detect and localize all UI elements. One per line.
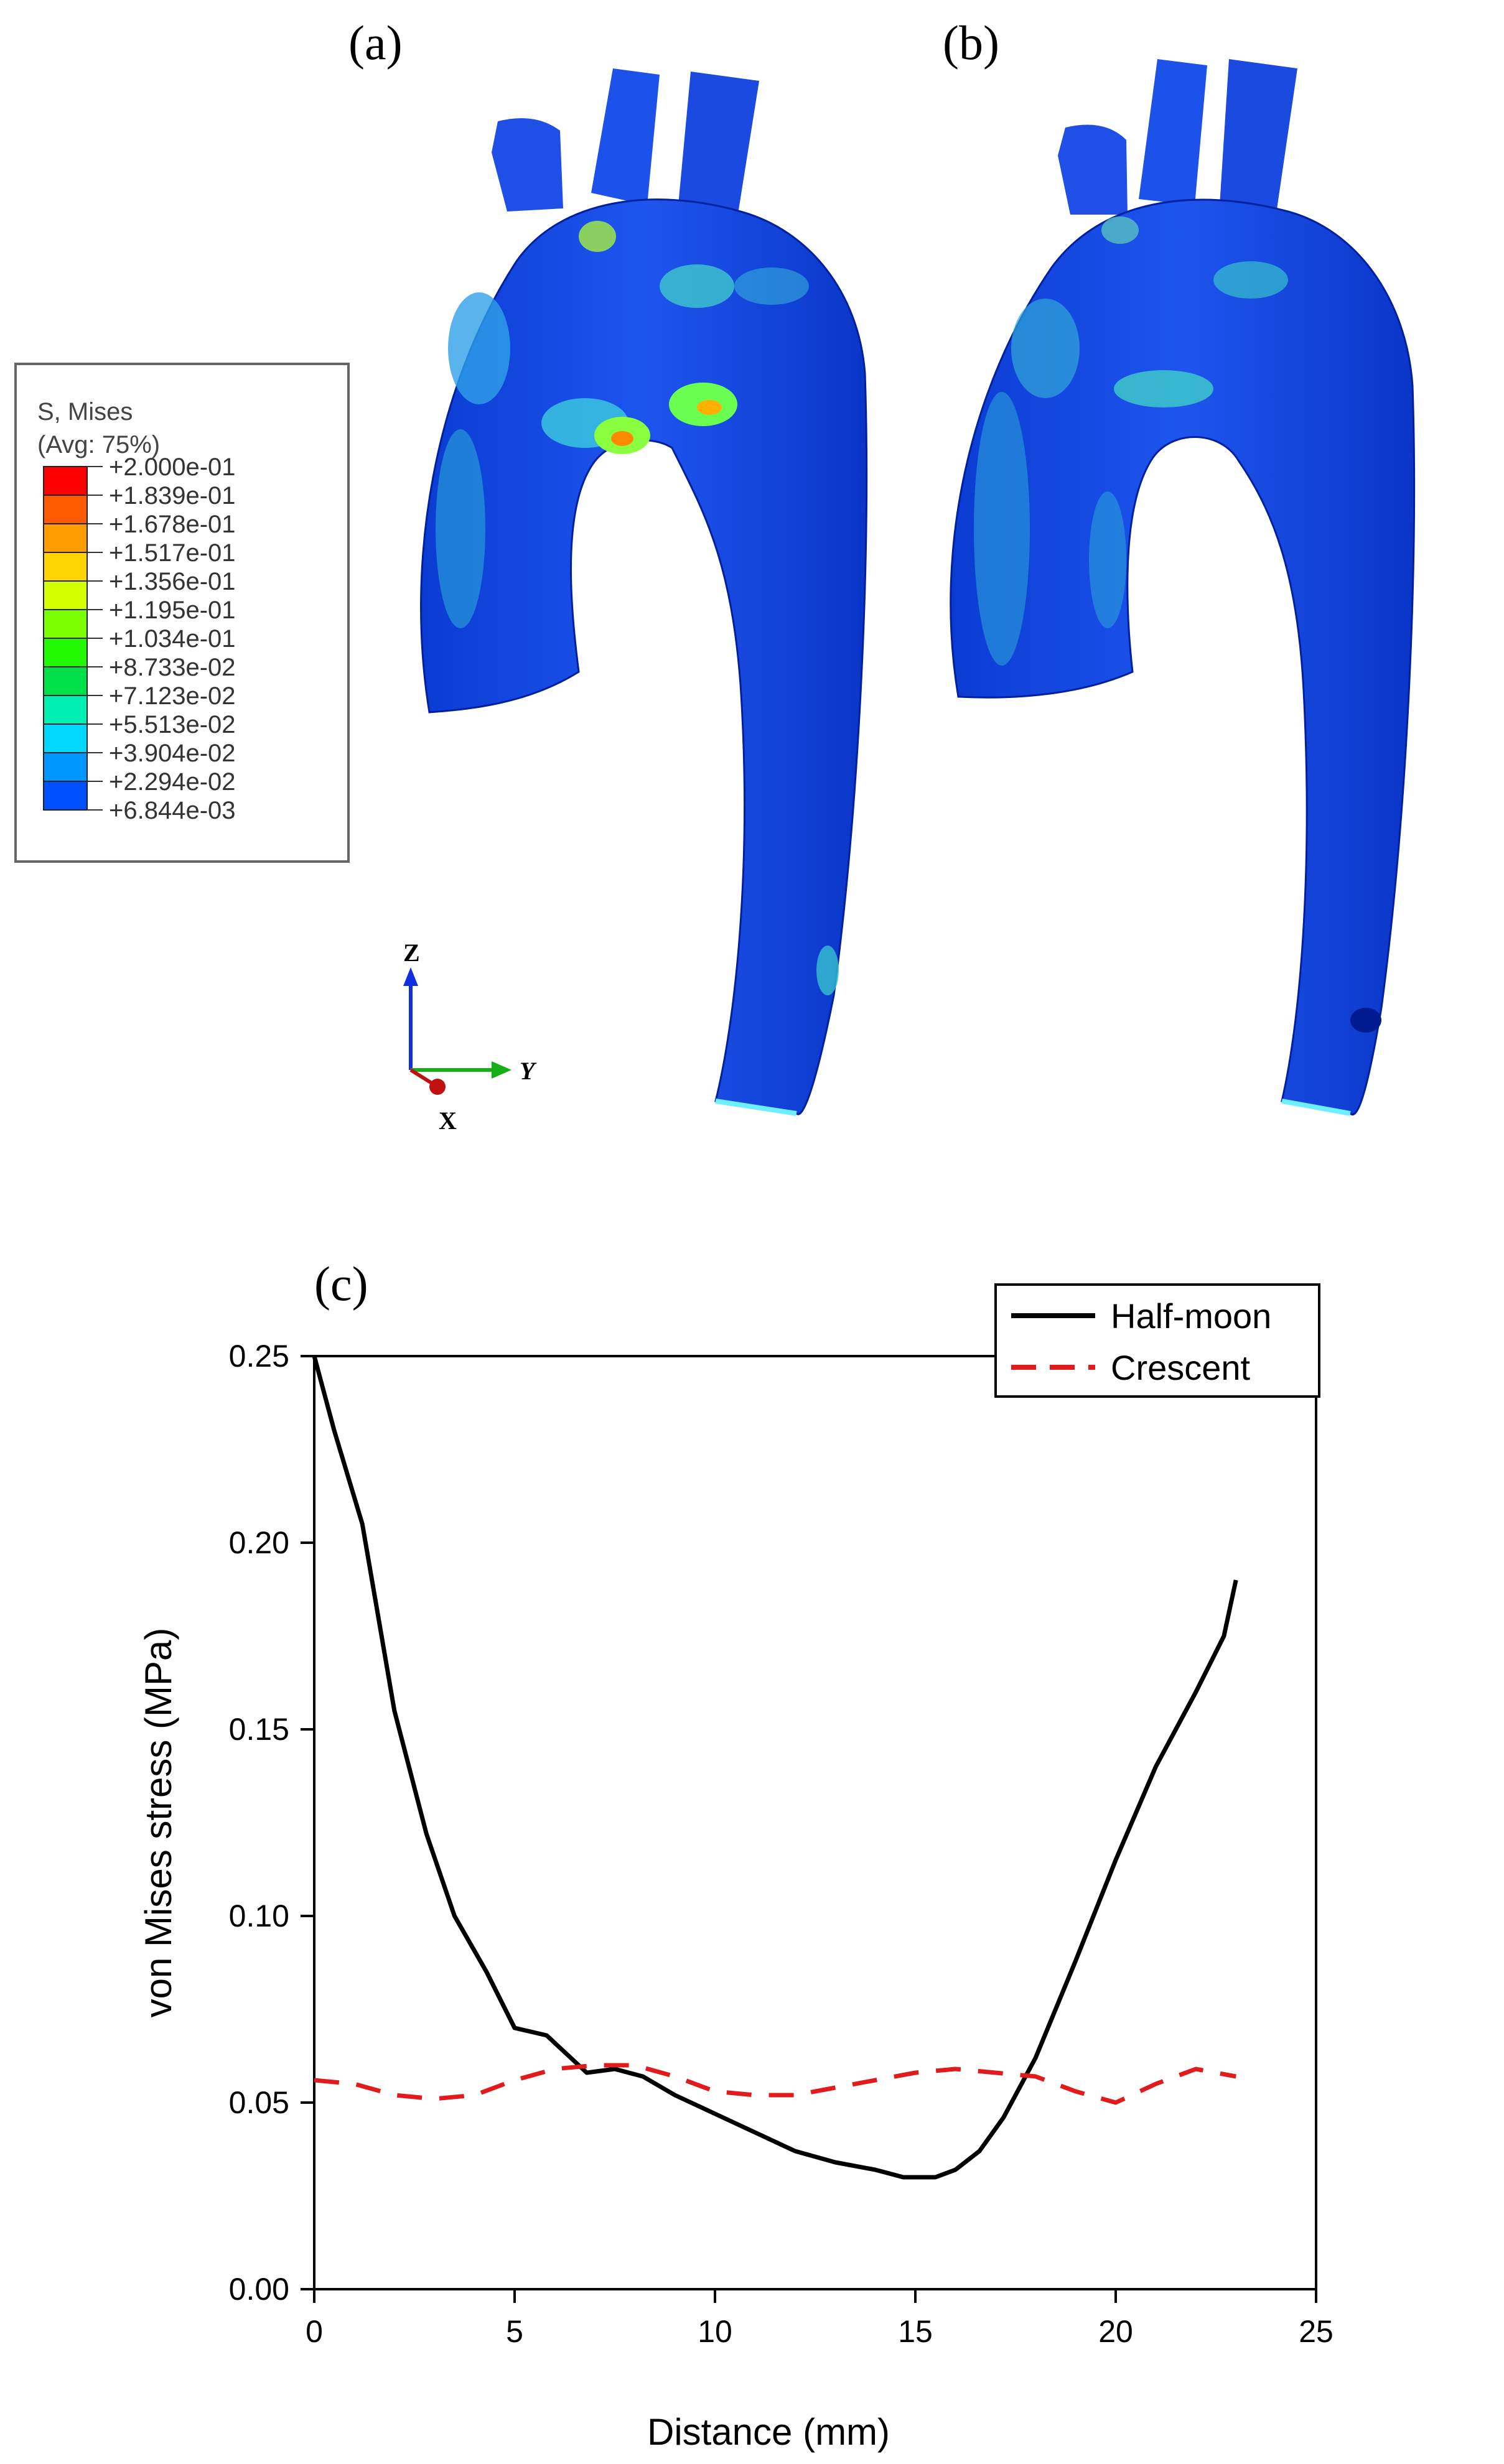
y-tick-label: 0.05: [229, 2085, 289, 2120]
panel-b-label: (b): [943, 16, 999, 70]
panel-c: (c) 0 5 10 15 20 25 0.00 0.05 0.10 0.15 0.20 0.25 …: [138, 1257, 1334, 2453]
panel-a: (a) S, Mises (Avg: 75%): [14, 16, 868, 1135]
legend-subtitle: (Avg: 75%): [37, 431, 160, 458]
legend-band: [43, 495, 88, 524]
y-tick-label: 0.20: [229, 1525, 289, 1560]
chart-legend: Half-moon Crescent: [994, 1283, 1320, 1398]
legend-level-label: +1.034e-01: [109, 625, 236, 653]
legend-level-label: +1.517e-01: [109, 539, 236, 567]
legend-band: [43, 523, 88, 553]
legend-band: [43, 723, 88, 753]
legend-level-label: +1.195e-01: [109, 597, 236, 624]
legend-level-label: +8.733e-02: [109, 654, 236, 681]
legend-bands: +2.000e-01+1.839e-01+1.678e-01+1.517e-01…: [43, 453, 236, 824]
y-axis-ticks: 0.00 0.05 0.10 0.15 0.20 0.25: [229, 1339, 314, 2307]
y-tick-label: 0.15: [229, 1712, 289, 1747]
contour-legend: S, Mises (Avg: 75%) +2.000e-01+1.839e-01…: [14, 363, 350, 863]
legend-band: [43, 466, 88, 496]
coordinate-triad: Z Y X: [403, 939, 537, 1135]
legend-entry-half-moon: Half-moon: [1111, 1296, 1271, 1336]
legend-band: [43, 752, 88, 782]
x-axis-label: Distance (mm): [647, 2411, 890, 2453]
legend-band: [43, 552, 88, 582]
series-lines: [312, 1355, 1238, 2180]
legend-band: [43, 580, 88, 610]
chart-legend-frame: [994, 1283, 1320, 1398]
legend-level-label: +6.844e-03: [109, 797, 236, 824]
legend-band: [43, 781, 88, 811]
y-axis-label: von Mises stress (MPa): [138, 1628, 179, 2018]
y-tick-label: 0.25: [229, 1339, 289, 1374]
series-line-half-moon: [312, 1355, 1238, 2180]
plot-frame: [313, 1355, 1317, 2290]
legend-band: [43, 695, 88, 725]
legend-band: [43, 666, 88, 696]
legend-title: S, Mises: [37, 398, 133, 425]
x-tick-label: 15: [898, 2314, 933, 2349]
legend-band: [43, 638, 88, 667]
aorta-model-b: [950, 59, 1416, 1116]
legend-entry-crescent: Crescent: [1111, 1348, 1251, 1387]
legend-band: [43, 609, 88, 639]
legend-level-label: +3.904e-02: [109, 740, 236, 767]
triad-y-label: Y: [520, 1057, 537, 1085]
x-tick-label: 10: [698, 2314, 732, 2349]
stress-distance-chart: 0 5 10 15 20 25 0.00 0.05 0.10 0.15 0.20 0.25 Dist…: [138, 1283, 1334, 2453]
x-tick-label: 0: [306, 2314, 323, 2349]
legend-level-label: +1.839e-01: [109, 482, 236, 509]
y-tick-label: 0.00: [229, 2272, 289, 2307]
series-line-crescent: [314, 2063, 1236, 2105]
triad-x-label: X: [439, 1107, 457, 1135]
panel-b: (b): [943, 16, 1416, 1116]
legend-level-label: +2.000e-01: [109, 453, 236, 481]
legend-level-label: +1.356e-01: [109, 568, 236, 595]
legend-level-label: +7.123e-02: [109, 682, 236, 710]
x-tick-label: 20: [1098, 2314, 1133, 2349]
legend-level-label: +5.513e-02: [109, 711, 236, 738]
x-tick-label: 25: [1299, 2314, 1334, 2349]
aorta-model-a: [420, 68, 868, 1116]
legend-level-label: +2.294e-02: [109, 768, 236, 796]
panel-c-label: (c): [314, 1257, 368, 1311]
x-tick-label: 5: [506, 2314, 523, 2349]
triad-z-label: Z: [403, 939, 420, 967]
x-axis-ticks: 0 5 10 15 20 25: [306, 2289, 1334, 2349]
panel-a-label: (a): [348, 16, 403, 70]
y-tick-label: 0.10: [229, 1899, 289, 1933]
legend-level-label: +1.678e-01: [109, 511, 236, 538]
